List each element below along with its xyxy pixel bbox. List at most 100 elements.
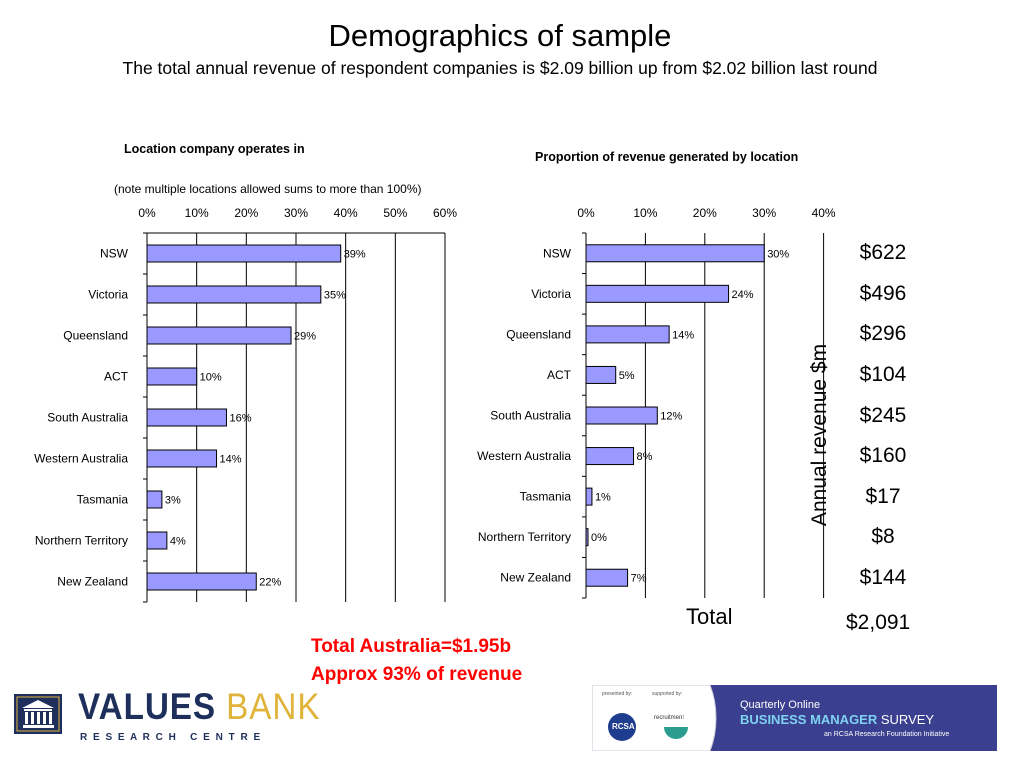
- chart2-value-label: 14%: [672, 329, 694, 341]
- chart2-category-label: Victoria: [531, 287, 571, 301]
- chart1-tick-label: 50%: [383, 206, 407, 220]
- chart1-bar: [146, 326, 292, 345]
- chart2-tick-label: 20%: [693, 206, 717, 220]
- summary-total-australia: Total Australia=$1.95b: [311, 636, 512, 657]
- logo-tagline: R E S E A R C H C E N T R E: [80, 732, 262, 743]
- chart1-value-label: 22%: [259, 577, 281, 589]
- revenue-value: $104: [859, 362, 907, 386]
- chart2-category-label: NSW: [543, 246, 572, 260]
- page-subtitle: The total annual revenue of respondent c…: [122, 58, 878, 78]
- revenue-value: $8: [871, 525, 895, 549]
- chart1-tick-label: 40%: [334, 206, 358, 220]
- chart1-category-label: ACT: [104, 370, 129, 384]
- chart2-bar: [585, 487, 593, 506]
- chart2-tick-label: 40%: [812, 206, 836, 220]
- values-bank-logo: VALUES BANK R E S E A R C H C E N T R E: [14, 686, 320, 746]
- super-logo-text: super: [682, 715, 698, 721]
- chart2-title: Proportion of revenue generated by locat…: [535, 150, 799, 164]
- chart1-tick-label: 60%: [433, 206, 457, 220]
- chart1-category-label: Tasmania: [77, 493, 129, 507]
- recruitment-logo-text: recruitment: [654, 715, 685, 721]
- revenue-value: $17: [865, 484, 901, 508]
- chart2-category-label: Tasmania: [520, 490, 572, 504]
- chart1-bar: [146, 408, 227, 427]
- chart1-tick-label: 20%: [234, 206, 258, 220]
- rcsa-logo-text: RCSA: [612, 722, 635, 731]
- chart1-value-label: 14%: [220, 454, 242, 466]
- chart2-bar: [585, 568, 629, 587]
- chart2-value-label: 1%: [595, 492, 611, 504]
- revenue-value: $144: [859, 565, 907, 589]
- building-icon: [14, 694, 62, 734]
- logo-bank-word: BANK: [226, 686, 321, 727]
- location-operates-chart: 0% 10% 20% 30% 40% 50% 60% NSW 39% Victoria 35% Que…: [34, 206, 457, 603]
- chart1-tick-label: 0%: [138, 206, 156, 220]
- chart1-category-label: Queensland: [63, 329, 128, 343]
- banner-line3: an RCSA Research Foundation Initiative: [824, 731, 950, 738]
- supported-by-label: supported by:: [652, 691, 683, 697]
- chart2-tick-label: 10%: [633, 206, 657, 220]
- chart2-value-label: 8%: [637, 451, 653, 463]
- chart2-category-label: Western Australia: [477, 449, 571, 463]
- chart1-bar: [146, 285, 322, 304]
- chart1-value-label: 29%: [294, 331, 316, 343]
- revenue-proportion-chart: 0%10%20%30%40%50%NSW30%Victoria24%Queens…: [477, 206, 836, 599]
- page-title: Demographics of sample: [328, 18, 672, 53]
- chart2-value-label: 7%: [631, 573, 647, 585]
- chart2-bar: [585, 406, 658, 425]
- revenue-value: $296: [859, 322, 907, 346]
- chart2-bar: [585, 284, 730, 303]
- total-value: $2,091: [846, 611, 911, 634]
- chart2-bar: [585, 244, 765, 263]
- chart2-value-label: 5%: [619, 370, 635, 382]
- chart1-bar: [146, 490, 163, 509]
- chart1-category-label: Western Australia: [34, 452, 128, 466]
- chart2-category-label: ACT: [547, 368, 572, 382]
- summary-percent-revenue: Approx 93% of revenue: [311, 664, 523, 685]
- revenue-value: $160: [859, 444, 907, 468]
- chart1-bar: [146, 367, 198, 386]
- chart2-tick-label: 0%: [577, 206, 595, 220]
- chart1-category-label: Victoria: [88, 288, 128, 302]
- chart2-value-label: 24%: [732, 289, 754, 301]
- chart1-bar: [146, 531, 168, 550]
- chart2-tick-label: 30%: [752, 206, 776, 220]
- chart2-category-label: South Australia: [490, 409, 571, 423]
- chart2-category-label: Queensland: [506, 327, 571, 341]
- chart1-value-label: 35%: [324, 290, 346, 302]
- chart2-bar: [585, 447, 635, 466]
- chart1-value-label: 4%: [170, 536, 186, 548]
- chart1-tick-label: 10%: [185, 206, 209, 220]
- chart1-category-label: South Australia: [47, 411, 128, 425]
- chart2-bar: [585, 528, 589, 547]
- chart2-bar: [585, 365, 617, 384]
- chart1-bar: [146, 572, 257, 591]
- chart1-bar: [146, 449, 218, 468]
- chart1-bar: [146, 244, 342, 263]
- total-label: Total: [686, 604, 733, 629]
- revenue-value: $496: [859, 281, 907, 305]
- chart2-value-label: 30%: [767, 248, 789, 260]
- presented-by-label: presented by:: [602, 691, 633, 697]
- chart1-value-label: 39%: [344, 249, 366, 261]
- chart1-category-label: NSW: [100, 247, 129, 261]
- chart2-bar: [585, 325, 670, 344]
- revenue-value: $245: [859, 403, 907, 427]
- chart1-value-label: 3%: [165, 495, 181, 507]
- logo-values-word: VALUES: [78, 686, 217, 727]
- banner-business-manager: BUSINESS MANAGER: [740, 712, 878, 727]
- chart2-value-label: 0%: [591, 532, 607, 544]
- banner-line1: Quarterly Online: [740, 699, 821, 711]
- banner-background: [592, 685, 997, 751]
- chart2-category-label: Northern Territory: [478, 530, 571, 544]
- chart2-value-label: 12%: [660, 411, 682, 423]
- chart1-title: Location company operates in: [124, 142, 305, 156]
- chart1-value-label: 10%: [200, 372, 222, 384]
- chart1-value-label: 16%: [229, 413, 251, 425]
- revenue-axis-label: Annual revenue $m: [808, 343, 831, 527]
- chart1-tick-label: 30%: [284, 206, 308, 220]
- chart1-category-label: New Zealand: [57, 575, 128, 589]
- business-manager-survey-banner: presented by: supported by: RCSA recruit…: [592, 685, 997, 751]
- revenue-value: $622: [859, 241, 907, 265]
- chart1-category-label: Northern Territory: [35, 534, 128, 548]
